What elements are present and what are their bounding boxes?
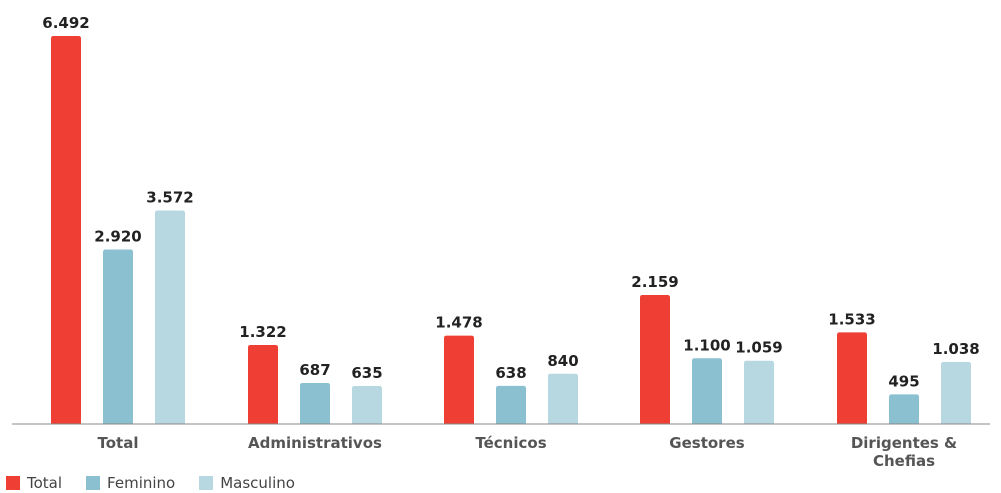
value-labels-group: 6.492 2.920 3.572 1.322 687 635 1.478 638 840 2.1… bbox=[42, 14, 979, 390]
category-label-total: Total bbox=[98, 434, 139, 452]
value-label-total-total: 6.492 bbox=[42, 14, 89, 32]
value-label-total-masculino: 3.572 bbox=[146, 189, 193, 207]
value-label-total-feminino: 2.920 bbox=[94, 227, 141, 245]
bar-gestores-total bbox=[640, 294, 670, 424]
bar-gestores-feminino bbox=[692, 358, 722, 424]
category-label-gestores: Gestores bbox=[669, 434, 744, 452]
bar-tecnicos-total bbox=[444, 335, 474, 424]
legend-label-feminino: Feminino bbox=[107, 474, 176, 492]
legend-swatch-feminino bbox=[86, 476, 101, 490]
bar-dirigentes-chefias-feminino bbox=[889, 394, 919, 424]
category-labels-group: Total Administrativos Técnicos Gestores Diri… bbox=[98, 434, 958, 470]
bar-dirigentes-chefias-total bbox=[837, 332, 867, 424]
value-label-gestores-feminino: 1.100 bbox=[683, 336, 730, 354]
legend-item-feminino: Feminino bbox=[86, 474, 175, 492]
legend-item-total: Total bbox=[6, 474, 62, 492]
value-label-dirigentes-chefias-masculino: 1.038 bbox=[932, 340, 979, 358]
value-label-administrativos-total: 1.322 bbox=[239, 323, 286, 341]
bar-tecnicos-feminino bbox=[496, 385, 526, 424]
bar-administrativos-total bbox=[248, 344, 278, 424]
bar-administrativos-feminino bbox=[300, 382, 330, 424]
value-label-tecnicos-masculino: 840 bbox=[547, 352, 578, 370]
legend-swatch-total bbox=[6, 476, 20, 490]
value-label-gestores-masculino: 1.059 bbox=[735, 339, 782, 357]
value-label-tecnicos-feminino: 638 bbox=[495, 364, 526, 382]
legend: Total Feminino Masculino bbox=[6, 474, 295, 492]
bar-gestores-masculino bbox=[744, 360, 774, 424]
bar-total-feminino bbox=[103, 249, 133, 424]
value-label-administrativos-masculino: 635 bbox=[351, 364, 382, 382]
legend-label-total: Total bbox=[27, 474, 63, 492]
value-label-dirigentes-chefias-feminino: 495 bbox=[888, 372, 919, 390]
bar-administrativos-masculino bbox=[352, 386, 382, 424]
bar-dirigentes-chefias-masculino bbox=[941, 361, 971, 424]
value-label-dirigentes-chefias-total: 1.533 bbox=[828, 310, 875, 328]
legend-item-masculino: Masculino bbox=[199, 474, 295, 492]
bar-total-masculino bbox=[155, 210, 185, 424]
bar-tecnicos-masculino bbox=[548, 373, 578, 424]
category-label-dirigentes-chefias: Dirigentes & Chefias bbox=[851, 434, 957, 470]
bars-group bbox=[51, 36, 971, 424]
category-label-administrativos: Administrativos bbox=[248, 434, 382, 452]
value-label-administrativos-feminino: 687 bbox=[299, 361, 330, 379]
value-label-tecnicos-total: 1.478 bbox=[435, 314, 482, 332]
value-label-gestores-total: 2.159 bbox=[631, 273, 678, 291]
bar-total-total bbox=[51, 36, 81, 424]
legend-swatch-masculino bbox=[199, 476, 214, 490]
legend-label-masculino: Masculino bbox=[220, 474, 295, 492]
category-label-tecnicos: Técnicos bbox=[475, 434, 546, 452]
